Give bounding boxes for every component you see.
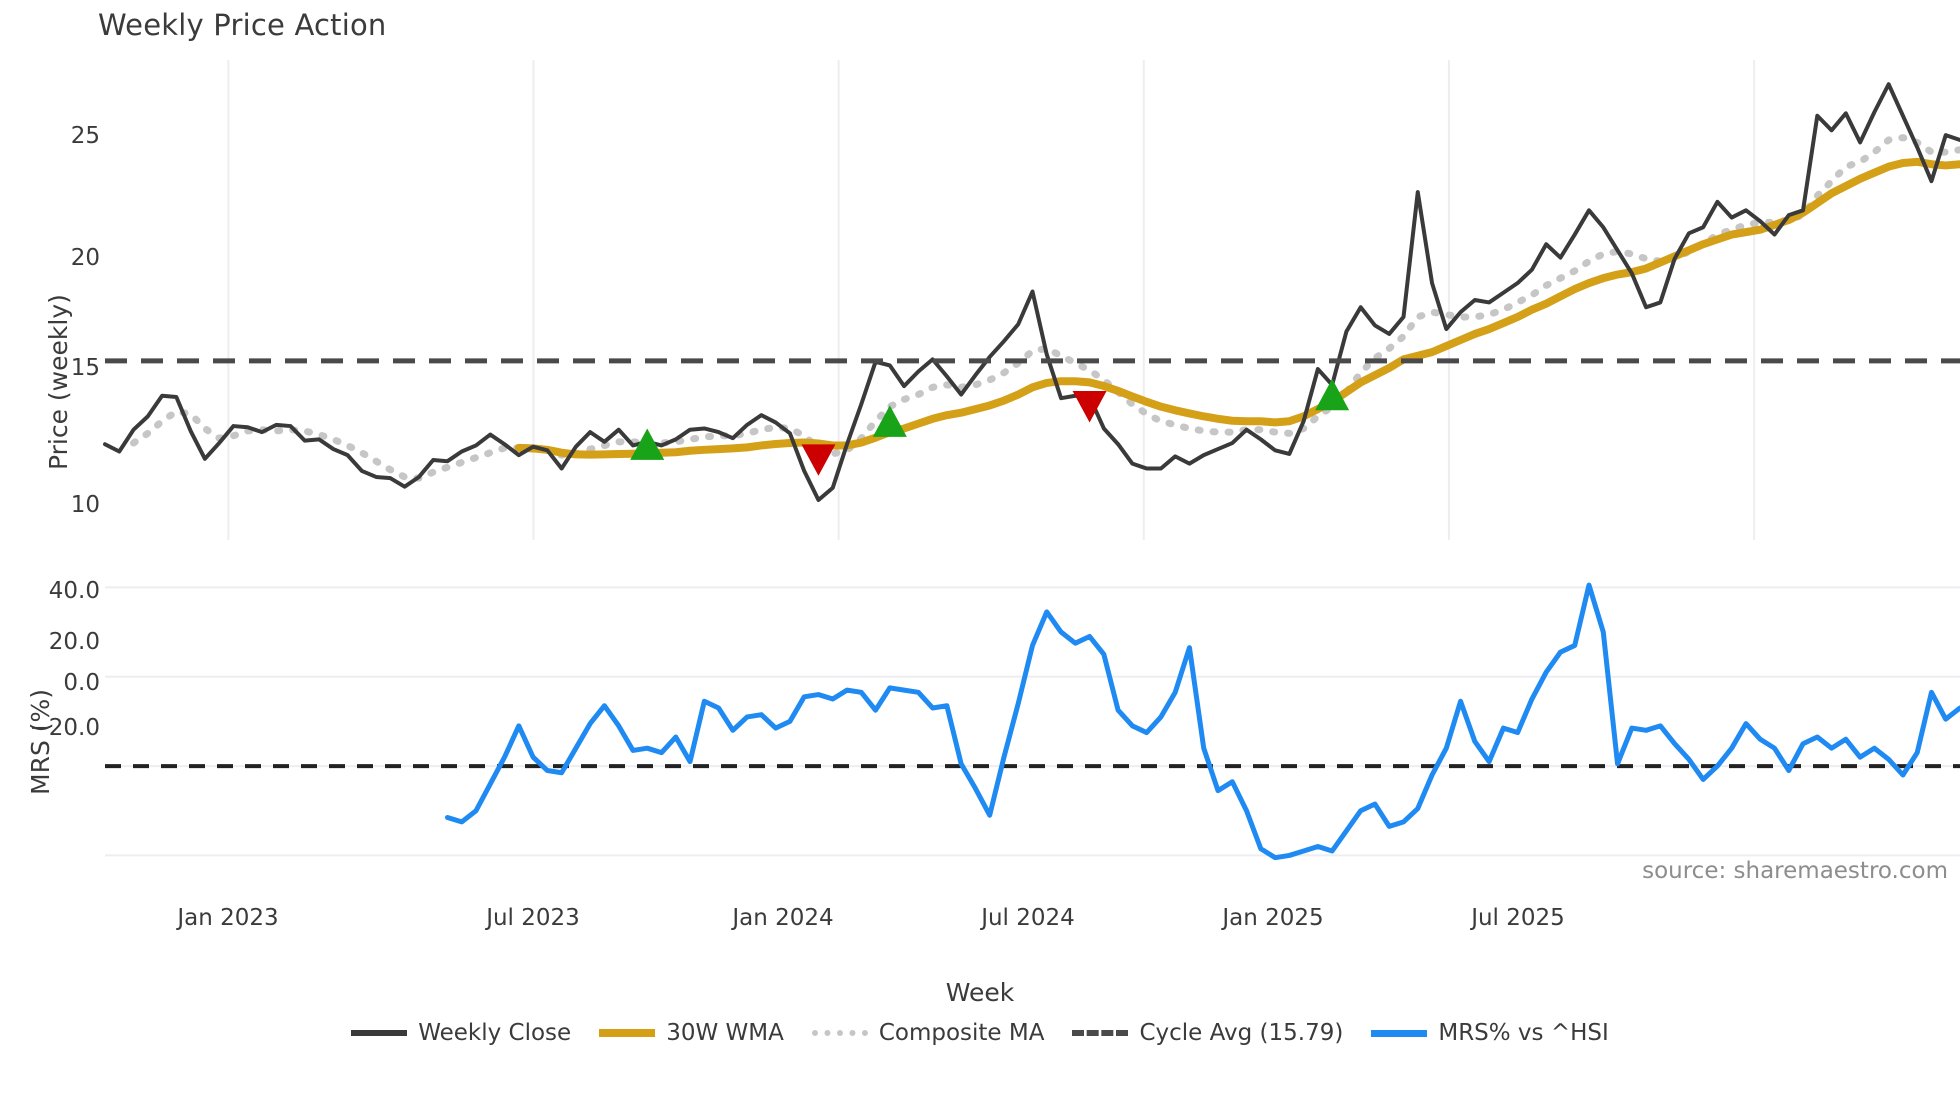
sell-signal-marker-1	[801, 444, 836, 476]
xtick-jul-2023: Jul 2023	[486, 905, 580, 931]
mrs-ytick-40: 40.0	[48, 578, 100, 604]
mrs-ytick-20: 20.0	[48, 629, 100, 655]
series-weekly-close	[103, 82, 1960, 502]
xtick-jul-2025: Jul 2025	[1471, 905, 1565, 931]
legend-label-30w-wma: 30W WMA	[666, 1020, 784, 1046]
legend-item-mrs[interactable]: MRS% vs ^HSI	[1371, 1020, 1609, 1046]
legend-label-mrs: MRS% vs ^HSI	[1438, 1020, 1609, 1046]
legend-item-cycle-avg[interactable]: Cycle Avg (15.79)	[1072, 1020, 1343, 1046]
buy-signal-marker-0	[630, 428, 665, 460]
legend-item-composite-ma[interactable]: Composite MA	[811, 1020, 1045, 1046]
price-axis-label: Price (weekly)	[44, 294, 73, 470]
legend-label-cycle-avg: Cycle Avg (15.79)	[1139, 1020, 1344, 1046]
buy-signal-marker-4	[1315, 378, 1350, 411]
page-title: Weekly Price Action	[98, 8, 387, 42]
legend-swatch-weekly-close	[351, 1024, 408, 1042]
price-ytick-15: 15	[70, 355, 100, 381]
legend-item-30w-wma[interactable]: 30W WMA	[599, 1020, 784, 1046]
price-panel-series	[103, 82, 1960, 502]
gridlines	[105, 60, 1960, 857]
xtick-jan-2023: Jan 2023	[177, 905, 279, 931]
mrs-panel-series	[105, 582, 1960, 861]
legend-swatch-30w-wma	[599, 1024, 656, 1042]
series-30w-wma	[514, 157, 1960, 459]
source-annotation: source: sharemaestro.com	[1642, 858, 1948, 884]
legend-swatch-mrs	[1371, 1024, 1428, 1042]
price-ytick-10: 10	[70, 492, 100, 518]
signal-markers	[630, 378, 1350, 476]
legend-label-weekly-close: Weekly Close	[418, 1020, 572, 1046]
buy-signal-marker-2	[872, 405, 907, 437]
series-composite-ma	[130, 134, 1960, 482]
xtick-jan-2024: Jan 2024	[732, 905, 834, 931]
xtick-jan-2025: Jan 2025	[1222, 905, 1324, 931]
series-mrs-percent	[444, 582, 1960, 861]
mrs-axis-label: MRS (%)	[26, 688, 55, 795]
legend-swatch-composite-ma	[811, 1024, 868, 1042]
xtick-jul-2024: Jul 2024	[981, 905, 1075, 931]
legend-label-composite-ma: Composite MA	[878, 1020, 1045, 1046]
legend-item-weekly-close[interactable]: Weekly Close	[351, 1020, 571, 1046]
x-axis-label: Week	[945, 978, 1015, 1007]
mrs-ytick-0: 0.0	[63, 670, 100, 696]
price-ytick-20: 20	[70, 245, 100, 271]
legend-swatch-cycle-avg	[1072, 1024, 1129, 1042]
price-ytick-25: 25	[70, 123, 100, 149]
chart-legend: Weekly Close 30W WMA Composite MA Cycle …	[0, 1020, 1960, 1046]
sell-signal-marker-3	[1072, 391, 1107, 423]
mrs-ytick-neg20: −20.0	[29, 715, 100, 741]
